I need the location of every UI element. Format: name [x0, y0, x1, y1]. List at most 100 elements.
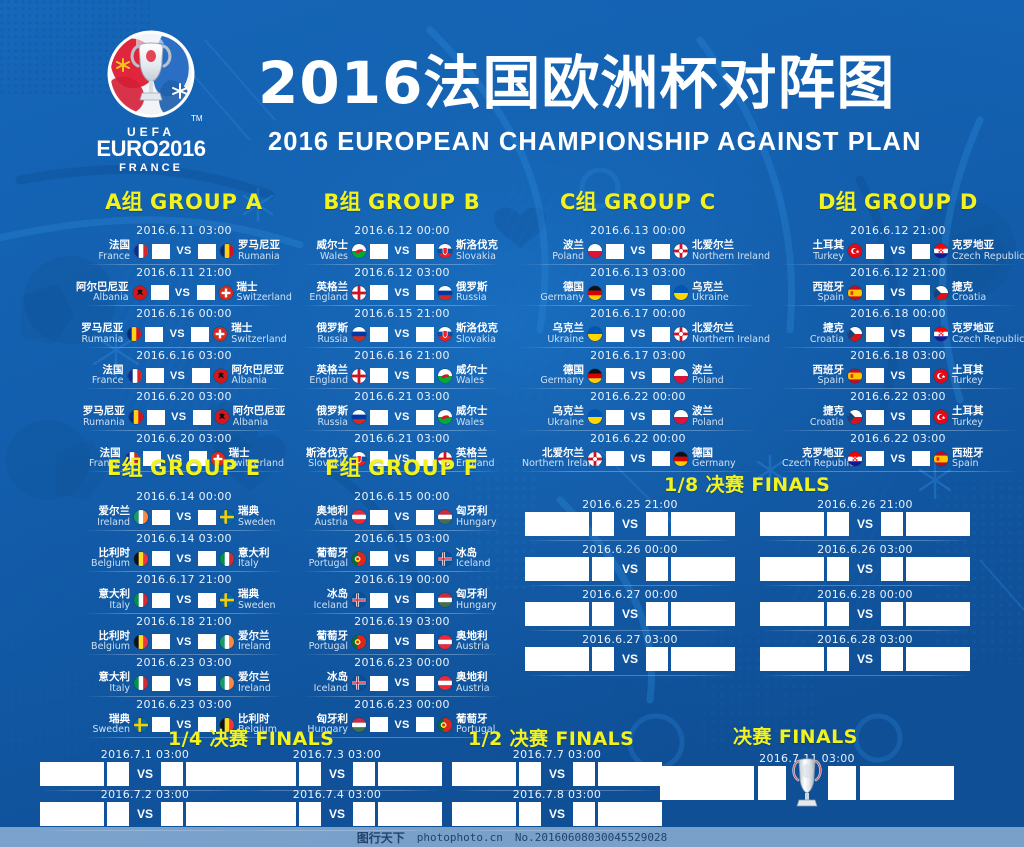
- away-team-slot[interactable]: [671, 602, 735, 626]
- away-score-box[interactable]: [191, 326, 210, 342]
- away-score-box[interactable]: [646, 512, 668, 536]
- away-score-box[interactable]: [652, 368, 670, 383]
- away-score-box[interactable]: [646, 557, 668, 581]
- home-score-box[interactable]: [592, 512, 614, 536]
- away-score-box[interactable]: [353, 762, 375, 786]
- home-score-box[interactable]: [150, 285, 169, 300]
- away-score-box[interactable]: [416, 634, 434, 649]
- home-score-box[interactable]: [370, 285, 388, 300]
- away-score-box[interactable]: [912, 368, 930, 383]
- home-score-box[interactable]: [370, 634, 388, 649]
- home-score-box[interactable]: [592, 602, 614, 626]
- home-team-slot[interactable]: [760, 557, 824, 581]
- away-team-slot[interactable]: [906, 557, 970, 581]
- away-score-box[interactable]: [188, 451, 207, 466]
- final-away-score-box[interactable]: [828, 766, 856, 800]
- away-team-slot[interactable]: [906, 512, 970, 536]
- home-score-box[interactable]: [152, 675, 170, 691]
- away-score-box[interactable]: [912, 326, 930, 342]
- away-score-box[interactable]: [573, 802, 595, 826]
- away-score-box[interactable]: [416, 509, 434, 525]
- away-score-box[interactable]: [198, 592, 216, 608]
- home-team-slot[interactable]: [760, 602, 824, 626]
- away-score-box[interactable]: [881, 512, 903, 536]
- home-score-box[interactable]: [152, 634, 170, 649]
- away-team-slot[interactable]: [378, 802, 442, 826]
- home-team-slot[interactable]: [525, 647, 589, 671]
- final-home-team-slot[interactable]: [660, 766, 754, 800]
- away-score-box[interactable]: [416, 326, 434, 342]
- home-score-box[interactable]: [370, 326, 388, 342]
- away-score-box[interactable]: [416, 451, 434, 466]
- away-score-box[interactable]: [161, 762, 183, 786]
- away-score-box[interactable]: [416, 592, 434, 608]
- home-score-box[interactable]: [370, 243, 388, 259]
- home-score-box[interactable]: [866, 326, 884, 342]
- final-away-team-slot[interactable]: [860, 766, 954, 800]
- home-team-slot[interactable]: [760, 512, 824, 536]
- away-team-slot[interactable]: [671, 647, 735, 671]
- away-score-box[interactable]: [881, 602, 903, 626]
- home-score-box[interactable]: [827, 602, 849, 626]
- home-team-slot[interactable]: [760, 647, 824, 671]
- home-score-box[interactable]: [107, 802, 129, 826]
- home-team-slot[interactable]: [232, 802, 296, 826]
- home-score-box[interactable]: [299, 762, 321, 786]
- home-score-box[interactable]: [145, 368, 164, 383]
- away-team-slot[interactable]: [671, 557, 735, 581]
- home-score-box[interactable]: [142, 451, 161, 466]
- away-score-box[interactable]: [652, 285, 670, 300]
- home-team-slot[interactable]: [452, 802, 516, 826]
- home-team-slot[interactable]: [525, 512, 589, 536]
- home-score-box[interactable]: [152, 243, 170, 259]
- away-score-box[interactable]: [198, 675, 216, 691]
- away-team-slot[interactable]: [598, 762, 662, 786]
- away-score-box[interactable]: [912, 285, 930, 300]
- final-home-score-box[interactable]: [758, 766, 786, 800]
- away-score-box[interactable]: [881, 557, 903, 581]
- home-score-box[interactable]: [606, 243, 624, 259]
- home-score-box[interactable]: [145, 326, 164, 342]
- home-score-box[interactable]: [519, 762, 541, 786]
- home-score-box[interactable]: [866, 409, 884, 425]
- home-score-box[interactable]: [606, 451, 624, 466]
- home-score-box[interactable]: [866, 451, 884, 466]
- home-score-box[interactable]: [107, 762, 129, 786]
- away-score-box[interactable]: [652, 451, 670, 466]
- home-score-box[interactable]: [370, 509, 388, 525]
- away-score-box[interactable]: [192, 409, 211, 425]
- away-score-box[interactable]: [652, 409, 670, 425]
- away-score-box[interactable]: [912, 243, 930, 259]
- home-score-box[interactable]: [827, 512, 849, 536]
- home-team-slot[interactable]: [525, 557, 589, 581]
- away-team-slot[interactable]: [906, 602, 970, 626]
- home-score-box[interactable]: [866, 243, 884, 259]
- away-score-box[interactable]: [416, 243, 434, 259]
- home-score-box[interactable]: [152, 717, 170, 732]
- away-score-box[interactable]: [416, 285, 434, 300]
- home-score-box[interactable]: [370, 451, 388, 466]
- home-score-box[interactable]: [827, 557, 849, 581]
- home-team-slot[interactable]: [525, 602, 589, 626]
- home-score-box[interactable]: [606, 409, 624, 425]
- away-score-box[interactable]: [191, 368, 210, 383]
- home-team-slot[interactable]: [452, 762, 516, 786]
- home-score-box[interactable]: [606, 285, 624, 300]
- home-score-box[interactable]: [152, 551, 170, 566]
- away-score-box[interactable]: [652, 243, 670, 259]
- home-score-box[interactable]: [146, 409, 165, 425]
- away-score-box[interactable]: [416, 409, 434, 425]
- away-score-box[interactable]: [652, 326, 670, 342]
- home-score-box[interactable]: [519, 802, 541, 826]
- away-score-box[interactable]: [198, 551, 216, 566]
- home-score-box[interactable]: [370, 675, 388, 691]
- home-score-box[interactable]: [152, 509, 170, 525]
- away-score-box[interactable]: [573, 762, 595, 786]
- home-team-slot[interactable]: [40, 802, 104, 826]
- away-score-box[interactable]: [196, 285, 215, 300]
- away-score-box[interactable]: [912, 409, 930, 425]
- home-score-box[interactable]: [606, 368, 624, 383]
- away-team-slot[interactable]: [378, 762, 442, 786]
- home-score-box[interactable]: [606, 326, 624, 342]
- home-score-box[interactable]: [592, 647, 614, 671]
